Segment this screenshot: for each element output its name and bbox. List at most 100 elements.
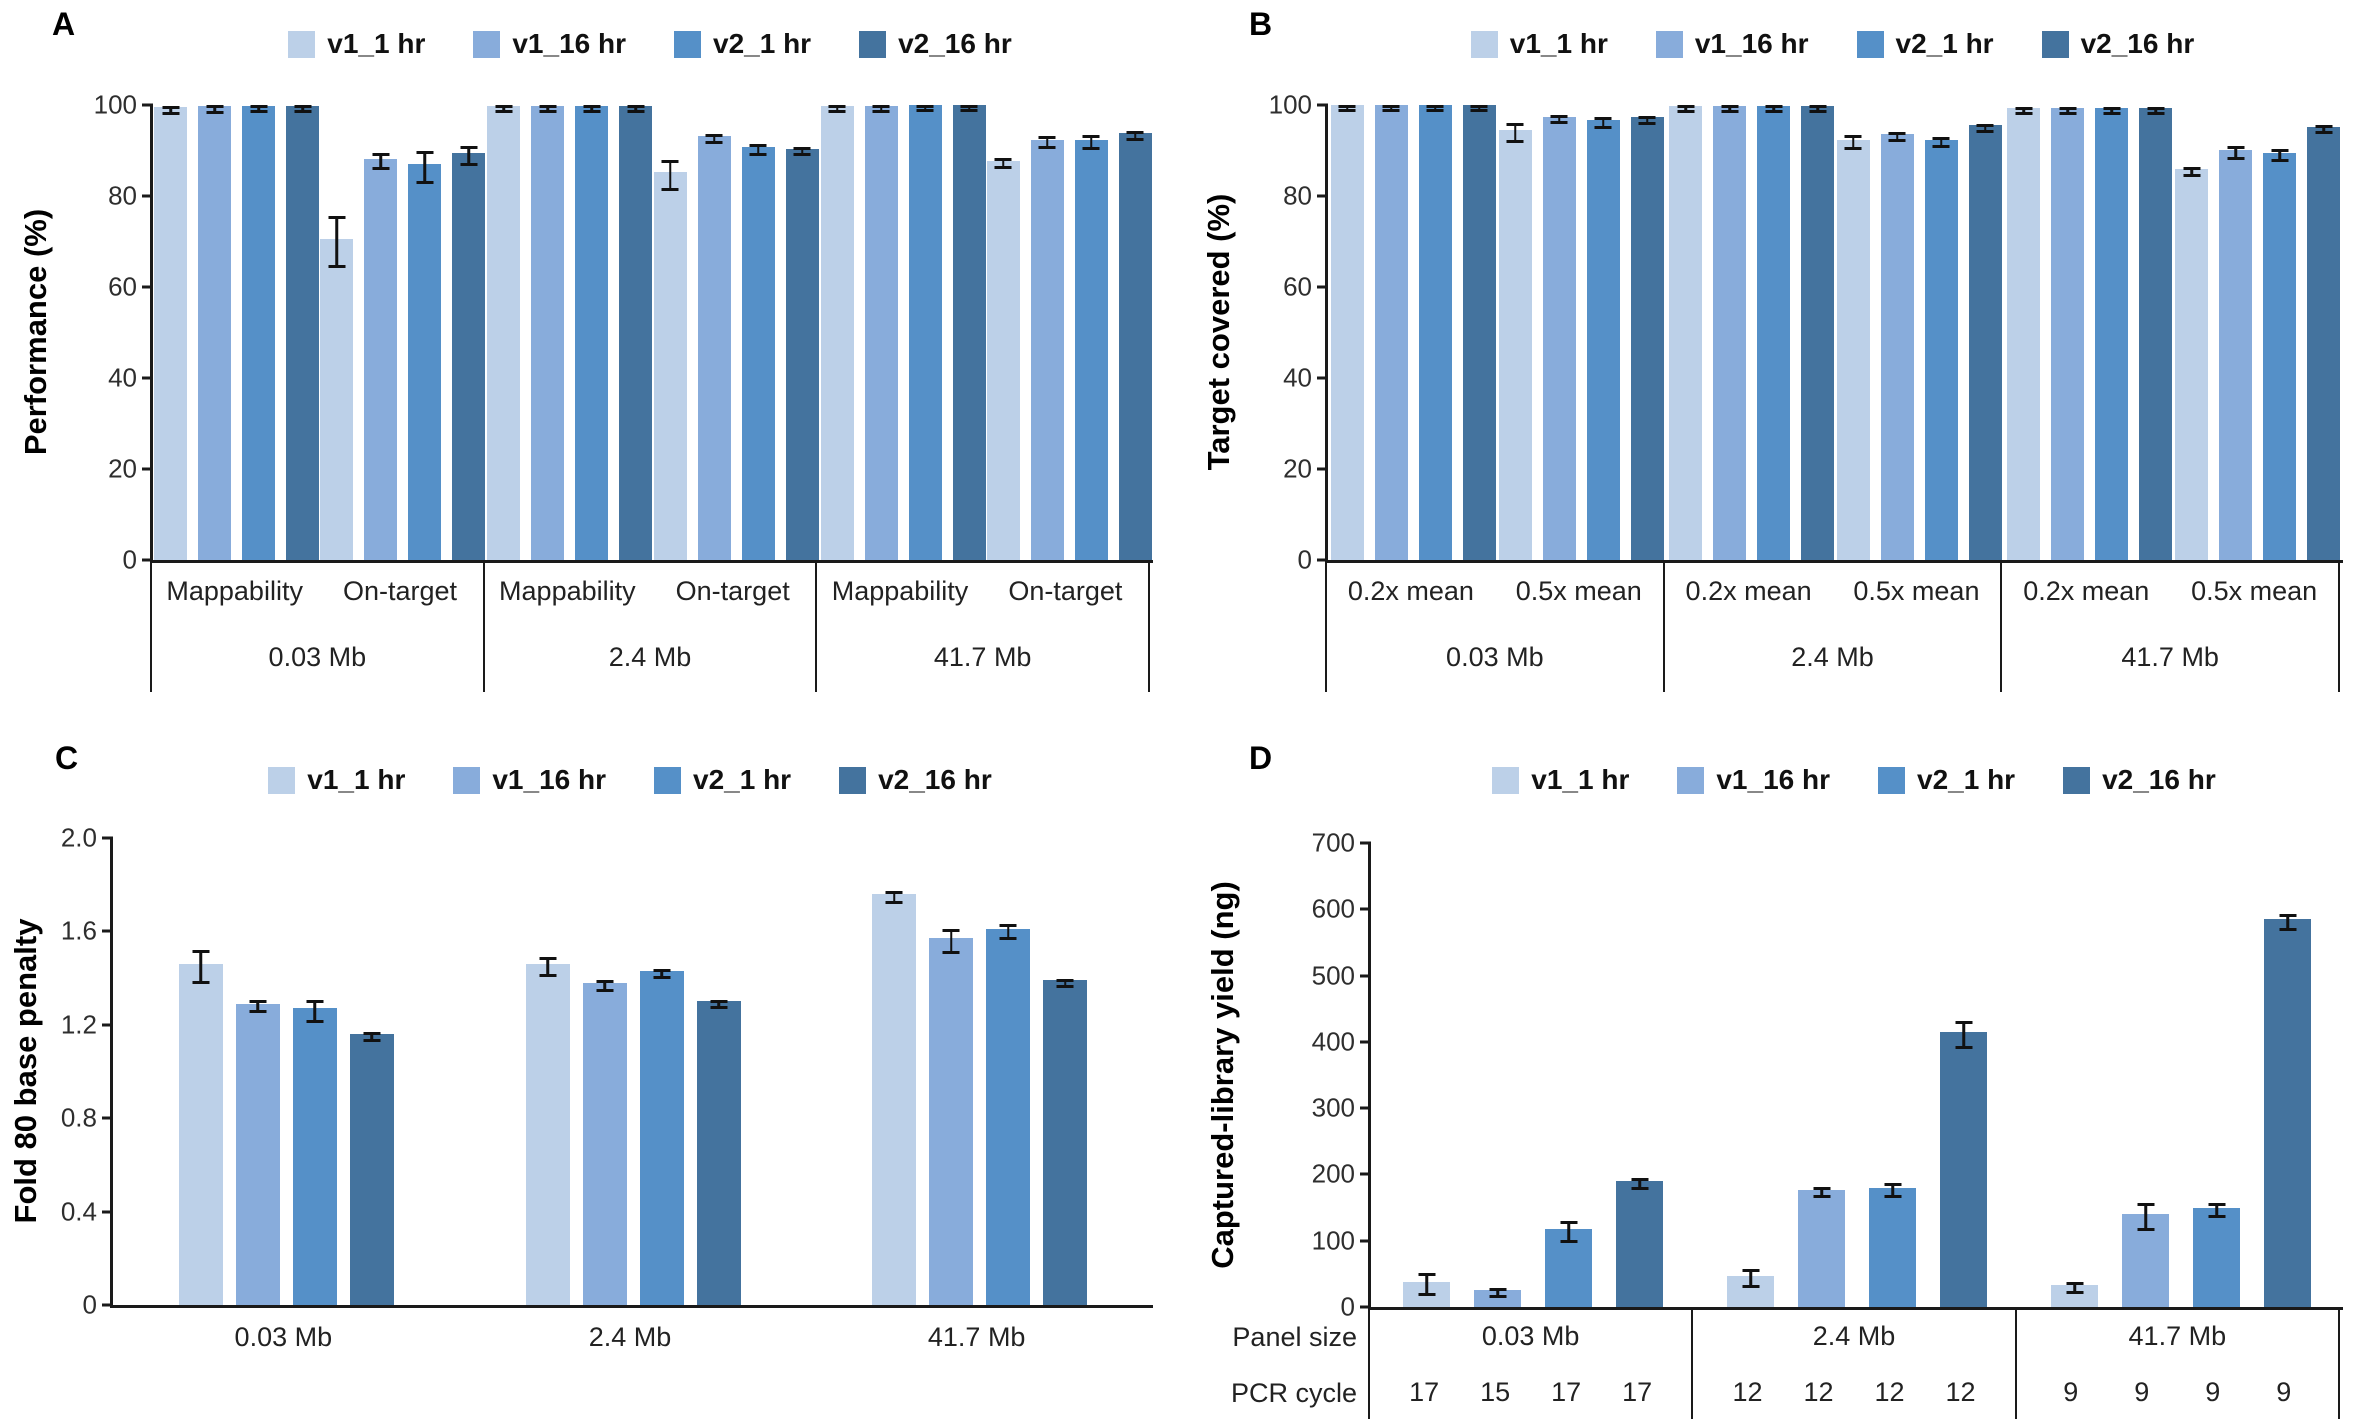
panels [113, 838, 1153, 1305]
bar-v2_1-hr [1757, 105, 1791, 560]
legend-swatch [1878, 766, 1905, 794]
bar-v2_16-hr [1801, 105, 1835, 560]
bar-v1_16-hr [198, 106, 232, 560]
error-bar [2315, 125, 2333, 135]
legend-swatch [453, 766, 481, 794]
bar-v2_16-hr [952, 105, 986, 560]
error-bar [1813, 1187, 1830, 1199]
chart-panel-d: D v1_1 hr v1_16 hr v2_1 hr v2_16 hr Capture… [1183, 710, 2363, 1419]
bar-slot [2219, 105, 2253, 560]
bar-group [1727, 843, 1987, 1307]
subgroup-label: 0.2x mean [1347, 575, 1474, 606]
legend-swatch [1470, 30, 1498, 58]
bar-slot [872, 838, 917, 1305]
bar-group [178, 838, 394, 1305]
pcr-cycle-row: 17 15 17 17 [1370, 1365, 1691, 1419]
panels [1371, 843, 2343, 1307]
legend-swatch [2063, 766, 2091, 794]
y-tick-mark [142, 103, 153, 107]
error-bar [1382, 104, 1400, 113]
panel-size-label: 0.03 Mb [1446, 641, 1544, 672]
bar-slot [1498, 105, 1532, 560]
y-tick-mark [142, 285, 153, 289]
y-tick-mark [1317, 376, 1328, 380]
bar-v1_16-hr [1880, 134, 1914, 560]
y-tick-label: 2.0 [60, 822, 97, 853]
pcr-cycle-value: 12 [1874, 1376, 1905, 1407]
bar-slot [582, 838, 627, 1305]
bar-slot [198, 105, 232, 560]
legend-label: v2_1 hr [1917, 764, 2016, 795]
bar-v1_16-hr [2051, 107, 2085, 560]
error-bar [1765, 105, 1783, 113]
legend-label: v2_1 hr [713, 28, 812, 59]
legend-swatch [859, 30, 887, 58]
bar-slot [1924, 105, 1958, 560]
bar-v1_1-hr [820, 105, 854, 560]
error-bar [1955, 1020, 1972, 1050]
y-tick-mark [102, 836, 113, 840]
bar-v1_1-hr [525, 964, 570, 1305]
x-axis-table-b: 0.2x mean 0.5x mean 0.03 Mb 0.2x mean 0.5x m… [1325, 560, 2341, 692]
bar-v2_1-hr [908, 105, 942, 560]
bar-v1_16-hr [2219, 150, 2253, 560]
bar-slot [1727, 843, 1774, 1307]
error-bar [1418, 1273, 1435, 1297]
bar-slot [487, 105, 521, 560]
panel-2.4-mb [486, 105, 819, 560]
error-bar [583, 105, 601, 113]
x-axis-labels-c: 0.03 Mb 2.4 Mb 41.7 Mb [110, 1322, 1150, 1353]
panel-2.4-mb [460, 838, 807, 1305]
error-bar [1844, 135, 1862, 151]
y-tick-label: 20 [108, 453, 137, 484]
y-axis-title-b: Target covered (%) [1201, 193, 1236, 471]
error-bar [1506, 122, 1524, 144]
bar-slot [349, 838, 394, 1305]
bar-v2_16-hr [1940, 1031, 1987, 1307]
legend-swatch [654, 766, 681, 794]
bar-slot [292, 838, 337, 1305]
bar-group [820, 104, 986, 560]
y-tick-mark [1317, 467, 1328, 471]
bar-v2_16-hr [696, 1001, 741, 1305]
y-tick-label: 300 [1311, 1092, 1355, 1123]
error-bar [1638, 115, 1656, 125]
subgroup-label: Mappability [499, 575, 636, 606]
error-bar [885, 890, 903, 904]
error-bar [1560, 1220, 1577, 1243]
error-bar [661, 159, 679, 192]
y-axis-title-a: Performance (%) [18, 208, 53, 456]
error-bar [2103, 107, 2121, 116]
bar-v2_16-hr [452, 152, 486, 560]
bar-slot [1757, 105, 1791, 560]
bar-v2_16-hr [1118, 133, 1152, 560]
y-tick-label: 0.8 [60, 1102, 97, 1133]
panel-size-label: 41.7 Mb [933, 641, 1032, 672]
y-tick-mark [102, 929, 113, 933]
error-bar [2147, 106, 2165, 115]
y-tick-label: 400 [1311, 1026, 1355, 1057]
bar-v2_16-hr [2139, 107, 2173, 560]
y-tick-label: 0 [82, 1289, 97, 1320]
error-bar [416, 150, 434, 184]
error-bar [653, 969, 670, 979]
bar-slot [235, 838, 280, 1305]
panel-2.4-mb [1666, 105, 2004, 560]
bar-v1_1-hr [1498, 130, 1532, 560]
pcr-cycle-row: 9 9 9 9 [2017, 1365, 2338, 1419]
bar-slot [820, 105, 854, 560]
y-tick-mark [102, 1303, 113, 1307]
bar-slot [929, 838, 974, 1305]
bar-slot [1669, 105, 1703, 560]
bar-slot [525, 838, 570, 1305]
bar-slot [2095, 105, 2129, 560]
legend-swatch [1655, 30, 1683, 58]
bar-v1_1-hr [1669, 105, 1703, 560]
y-tick-mark [1317, 103, 1328, 107]
pcr-cycle-value: 12 [1732, 1376, 1763, 1407]
bar-slot [1118, 105, 1152, 560]
y-tick-label: 40 [108, 362, 137, 393]
legend-label: v2_16 hr [898, 28, 1012, 59]
error-bar [627, 105, 645, 113]
